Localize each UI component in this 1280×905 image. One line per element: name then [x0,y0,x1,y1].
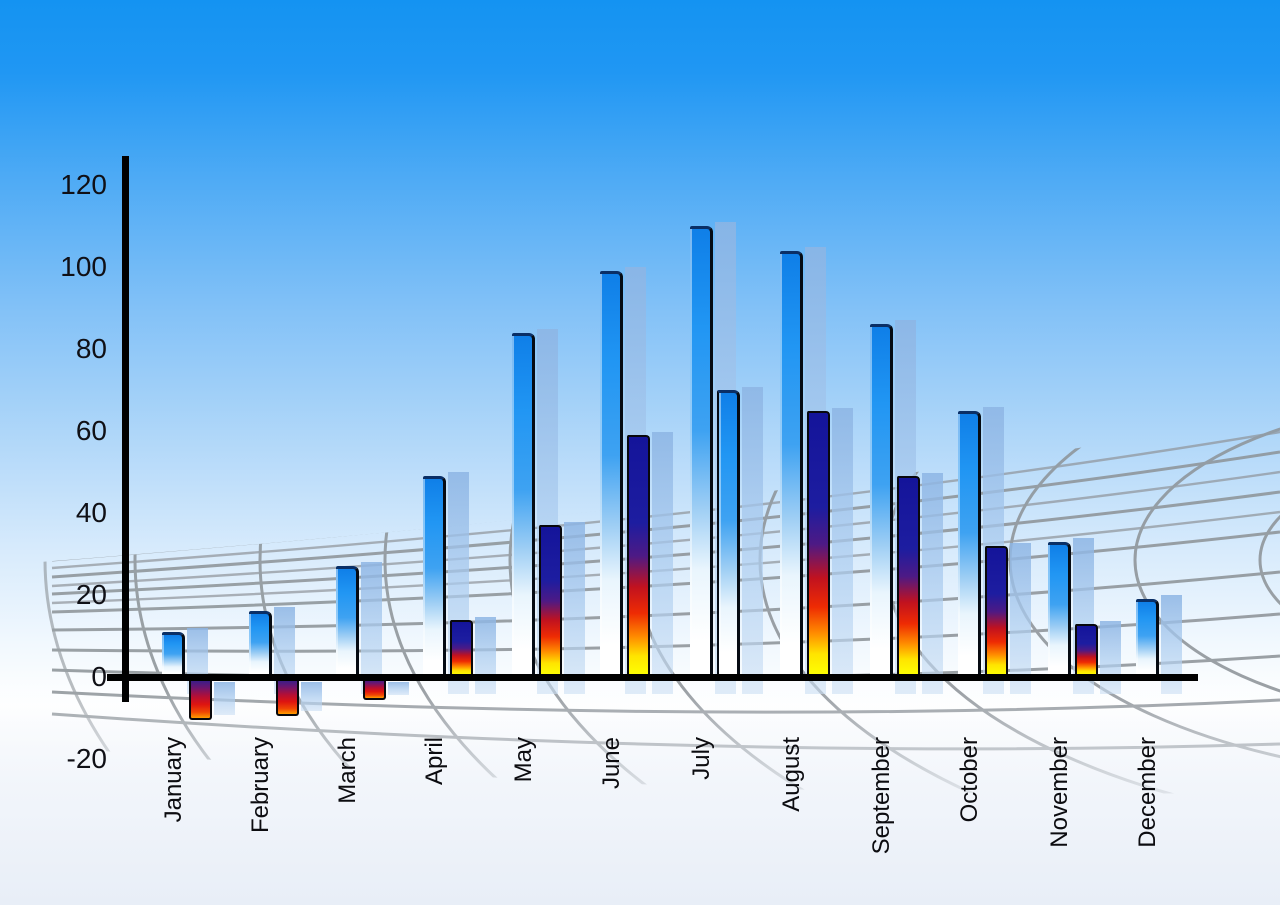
x-tick-label-february: February [247,737,274,834]
bar-november-primary [1048,541,1071,677]
bar-august-primary [780,250,803,677]
x-tick-label-june: June [598,737,625,790]
x-tick-label-december: December [1134,737,1161,848]
bar-july-secondary [717,390,740,675]
y-tick-label-0: 0 [91,661,107,692]
bar-january-secondary [189,679,212,720]
y-axis-line [122,156,129,702]
bar-february-secondary [276,679,299,716]
bar-december-primary [1136,599,1159,677]
bar-september-secondary-shadow [922,473,943,694]
bar-march-primary-shadow [361,562,382,694]
x-axis-line [107,674,1198,681]
y-tick-label--20: -20 [66,743,107,774]
bar-june-primary [600,271,623,677]
bar-march-secondary-shadow [388,682,409,695]
bar-october-secondary-shadow [1010,542,1031,694]
x-tick-label-october: October [956,737,983,823]
x-tick-label-april: April [421,737,448,786]
bar-august-secondary-shadow [832,407,853,694]
y-tick-label-20: 20 [75,579,107,610]
bar-june-secondary-shadow [652,432,673,694]
bar-may-secondary-shadow [564,522,585,694]
bar-july-secondary-shadow [742,387,763,694]
bar-august-secondary [807,410,830,675]
y-tick-label-120: 120 [60,169,107,200]
bar-march-primary [336,566,359,677]
bar-february-secondary-shadow [301,682,322,711]
y-tick-label-80: 80 [75,333,107,364]
bar-october-secondary [985,545,1008,675]
bar-july-primary [690,226,713,677]
x-tick-label-january: January [160,737,187,823]
bar-may-primary [512,332,535,677]
bar-january-primary [162,631,185,677]
x-tick-label-november: November [1046,737,1073,848]
bar-february-primary-shadow [274,607,295,694]
x-tick-label-may: May [510,737,537,783]
x-tick-label-september: September [868,737,895,855]
x-tick-label-august: August [778,737,805,812]
bar-january-secondary-shadow [214,682,235,715]
bar-may-secondary [539,525,562,675]
bar-october-primary [958,410,981,677]
bar-november-secondary [1075,623,1098,675]
x-tick-label-march: March [334,737,361,804]
bar-september-primary [870,324,893,677]
x-tick-label-july: July [688,737,715,780]
y-tick-label-100: 100 [60,251,107,282]
bar-september-secondary [897,476,920,675]
bar-april-secondary [450,619,473,675]
bar-february-primary [249,611,272,677]
y-tick-label-60: 60 [75,415,107,446]
grid-fade [0,690,1280,905]
bar-june-secondary [627,435,650,675]
bar-march-secondary [363,679,386,700]
bar-december-primary-shadow [1161,595,1182,694]
bar-april-primary [423,476,446,677]
y-tick-label-40: 40 [75,497,107,528]
